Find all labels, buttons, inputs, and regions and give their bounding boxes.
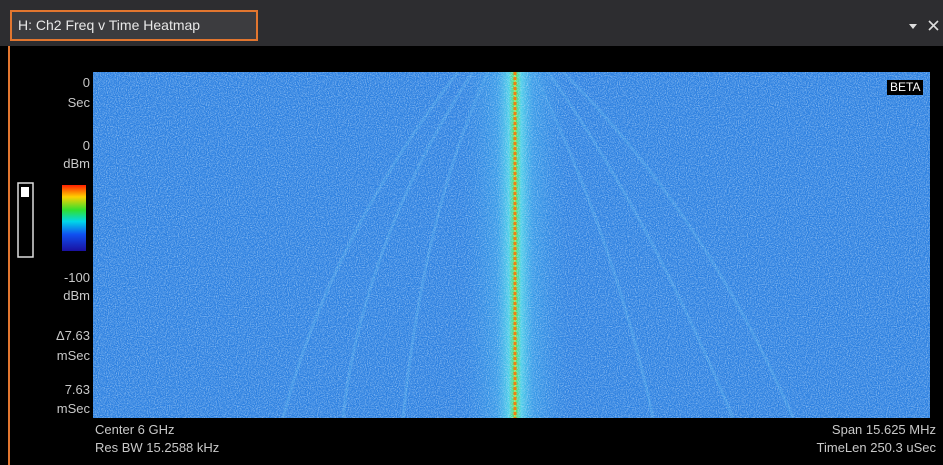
color-bar	[62, 185, 86, 251]
resolution-bandwidth: Res BW 15.2588 kHz	[95, 439, 219, 456]
heatmap	[93, 72, 930, 418]
title-bar: H: Ch2 Freq v Time Heatmap	[0, 0, 943, 46]
span: Span 15.625 MHz	[832, 421, 936, 438]
ref-level-value: 0	[20, 137, 90, 154]
app-window: H: Ch2 Freq v Time Heatmap 0 Sec 0 dBm -…	[0, 0, 943, 465]
color-scale-controls	[16, 182, 90, 260]
window-tab[interactable]: H: Ch2 Freq v Time Heatmap	[10, 10, 258, 41]
close-button[interactable]	[929, 21, 938, 30]
time-length: TimeLen 250.3 uSec	[817, 439, 936, 456]
panel-border	[8, 46, 10, 465]
delta-time-unit: mSec	[20, 347, 90, 364]
window-controls	[903, 18, 943, 34]
center-frequency: Center 6 GHz	[95, 421, 174, 438]
bottom-level-value: -100	[20, 269, 90, 286]
slider-handle[interactable]	[21, 187, 29, 197]
time-top-value: 0	[20, 74, 90, 91]
noise-texture	[93, 72, 930, 418]
ref-level-unit: dBm	[20, 155, 90, 172]
bottom-level-unit: dBm	[20, 287, 90, 304]
beta-badge: BETA	[887, 80, 923, 95]
dropdown-button[interactable]	[909, 24, 917, 29]
time-bottom-unit: mSec	[20, 400, 90, 417]
time-top-unit: Sec	[20, 94, 90, 111]
delta-time-value: Δ7.63	[20, 327, 90, 344]
time-bottom-value: 7.63	[20, 381, 90, 398]
